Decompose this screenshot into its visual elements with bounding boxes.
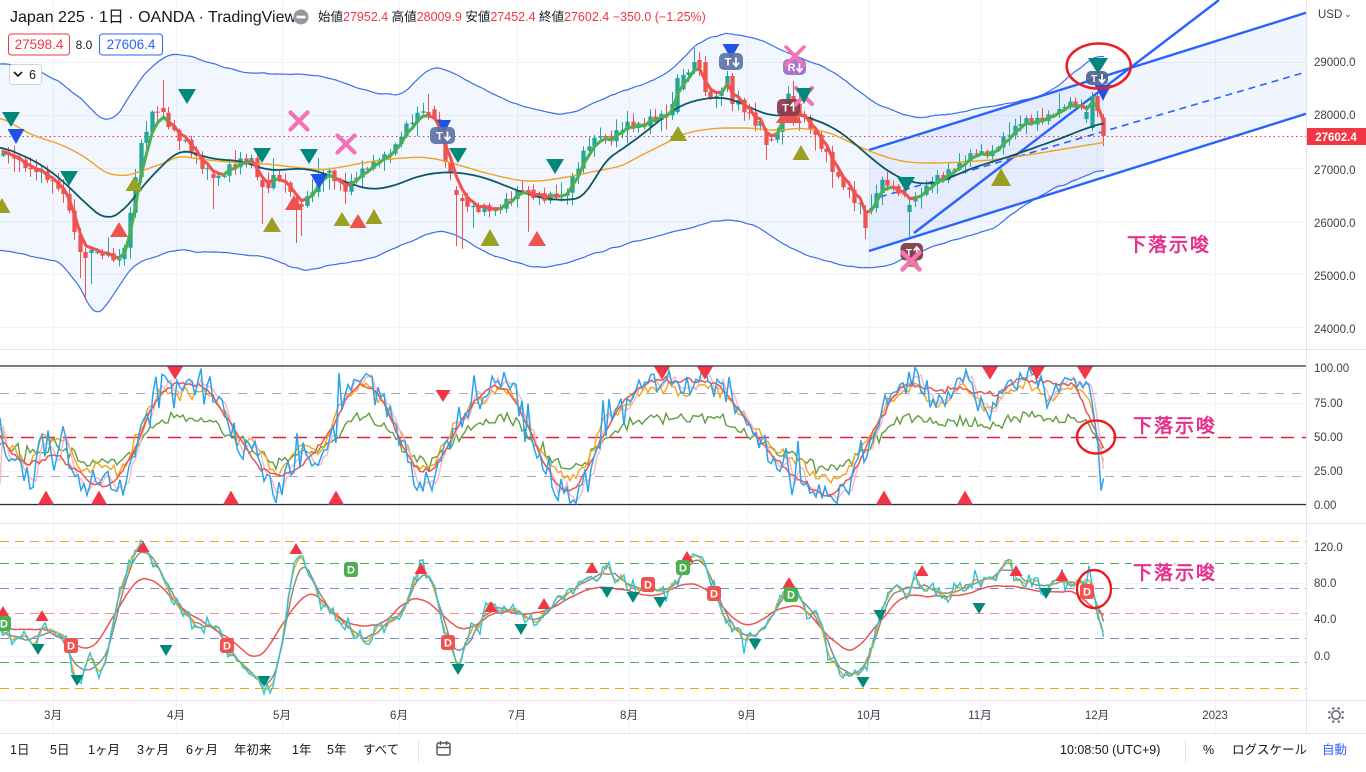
svg-text:T: T — [782, 103, 789, 115]
svg-text:Japan 225 · 1日 · OANDA · Tradi: Japan 225 · 1日 · OANDA · TradingView — [10, 9, 297, 26]
svg-text:D: D — [223, 641, 231, 653]
svg-text:すべて: すべて — [363, 743, 399, 757]
svg-text:4月: 4月 — [167, 710, 185, 722]
svg-text:11月: 11月 — [968, 710, 991, 722]
svg-text:T: T — [436, 131, 443, 143]
svg-text:ログスケール: ログスケール — [1232, 743, 1307, 757]
svg-text:75.00: 75.00 — [1314, 398, 1343, 410]
svg-text:27606.4: 27606.4 — [107, 37, 156, 52]
svg-text:50.00: 50.00 — [1314, 432, 1343, 444]
svg-text:27602.4: 27602.4 — [1315, 132, 1357, 144]
svg-text:D: D — [679, 563, 687, 575]
svg-text:⌄: ⌄ — [1344, 9, 1352, 19]
svg-text:0.00: 0.00 — [1314, 500, 1336, 512]
svg-text:25.00: 25.00 — [1314, 466, 1343, 478]
svg-text:5年: 5年 — [327, 743, 346, 757]
svg-text:6ヶ月: 6ヶ月 — [186, 743, 218, 757]
svg-text:1ヶ月: 1ヶ月 — [88, 743, 120, 757]
svg-text:9月: 9月 — [738, 710, 756, 722]
svg-text:自動: 自動 — [1322, 743, 1347, 757]
svg-text:100.00: 100.00 — [1314, 363, 1349, 375]
svg-text:40.0: 40.0 — [1314, 614, 1336, 626]
svg-text:120.0: 120.0 — [1314, 542, 1343, 554]
svg-text:6月: 6月 — [390, 710, 408, 722]
svg-text:D: D — [67, 641, 75, 653]
svg-text:D: D — [347, 565, 355, 577]
svg-text:年初来: 年初来 — [234, 743, 272, 757]
svg-text:T: T — [906, 248, 912, 259]
svg-text:3ヶ月: 3ヶ月 — [137, 743, 169, 757]
svg-text:T: T — [1091, 74, 1097, 85]
svg-text:5日: 5日 — [50, 743, 69, 757]
svg-text:24000.0: 24000.0 — [1314, 324, 1356, 336]
svg-text:T: T — [725, 57, 732, 69]
svg-text:1日: 1日 — [10, 743, 29, 757]
svg-text:12月: 12月 — [1085, 710, 1109, 722]
svg-text:5月: 5月 — [273, 710, 291, 722]
svg-text:USD: USD — [1318, 9, 1342, 21]
svg-text:6: 6 — [29, 68, 36, 82]
svg-text:26000.0: 26000.0 — [1314, 218, 1356, 230]
svg-text:%: % — [1203, 743, 1214, 757]
svg-text:D: D — [710, 589, 718, 601]
svg-text:8.0: 8.0 — [76, 38, 93, 52]
svg-text:29000.0: 29000.0 — [1314, 57, 1356, 69]
svg-text:25000.0: 25000.0 — [1314, 271, 1356, 283]
svg-text:始値27952.4 高値28009.9 安値27452.4: 始値27952.4 高値28009.9 安値27452.4 終値27602.4 … — [318, 9, 706, 24]
svg-text:1年: 1年 — [292, 743, 311, 757]
svg-text:D: D — [444, 638, 452, 650]
svg-text:27000.0: 27000.0 — [1314, 165, 1356, 177]
svg-text:下落示唆: 下落示唆 — [1127, 233, 1211, 256]
svg-text:80.0: 80.0 — [1314, 578, 1336, 590]
svg-text:下落示唆: 下落示唆 — [1133, 414, 1217, 437]
svg-text:D: D — [0, 619, 8, 631]
svg-text:下落示唆: 下落示唆 — [1133, 561, 1217, 584]
svg-text:7月: 7月 — [508, 710, 526, 722]
svg-text:10月: 10月 — [857, 710, 881, 722]
svg-text:R: R — [788, 62, 796, 74]
svg-text:D: D — [1083, 587, 1091, 599]
svg-text:2023: 2023 — [1202, 710, 1228, 722]
svg-text:8月: 8月 — [620, 710, 638, 722]
svg-text:D: D — [787, 590, 795, 602]
svg-text:28000.0: 28000.0 — [1314, 110, 1356, 122]
svg-text:3月: 3月 — [44, 710, 62, 722]
svg-text:D: D — [644, 580, 652, 592]
svg-text:10:08:50 (UTC+9): 10:08:50 (UTC+9) — [1060, 743, 1160, 757]
svg-text:0.0: 0.0 — [1314, 651, 1330, 663]
svg-text:27598.4: 27598.4 — [15, 37, 64, 52]
